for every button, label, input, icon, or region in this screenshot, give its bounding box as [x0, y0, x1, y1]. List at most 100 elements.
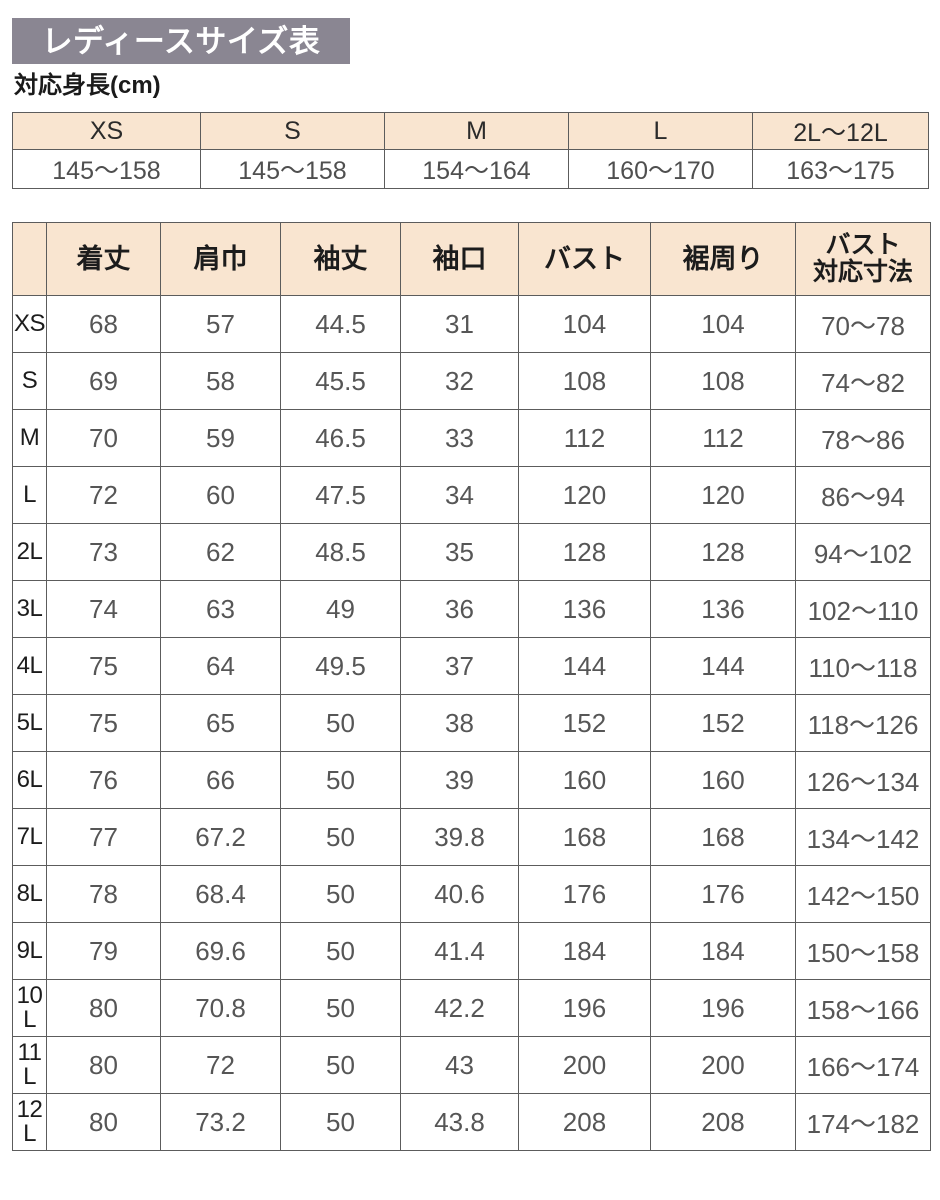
height-reference-table: XS S M L 2L〜12L 145〜158 145〜158 154〜164 …: [12, 112, 929, 189]
cell-bust: 208: [518, 1093, 651, 1151]
height-size-header: 2L〜12L: [752, 112, 929, 150]
cell-bust: 120: [518, 466, 651, 524]
row-header-size: 6L: [12, 751, 47, 809]
height-range-cell: 145〜158: [12, 149, 201, 189]
cell-bust: 168: [518, 808, 651, 866]
row-header-size: 10L: [12, 979, 47, 1037]
cell-bust: 176: [518, 865, 651, 923]
cell-shoulder-width: 72: [160, 1036, 281, 1094]
cell-bust: 200: [518, 1036, 651, 1094]
table-row: M 70 59 46.5 33 112 112 78〜86: [12, 409, 931, 467]
cell-body-length: 77: [46, 808, 161, 866]
cell-body-length: 80: [46, 1093, 161, 1151]
cell-sleeve-length: 50: [280, 1036, 401, 1094]
cell-bust: 196: [518, 979, 651, 1037]
cell-shoulder-width: 69.6: [160, 922, 281, 980]
cell-hem-circumference: 196: [650, 979, 796, 1037]
height-size-header: M: [384, 112, 569, 150]
table-corner-cell: [12, 222, 47, 296]
cell-sleeve-length: 50: [280, 1093, 401, 1151]
cell-cuff: 32: [400, 352, 519, 410]
cell-hem-circumference: 152: [650, 694, 796, 752]
column-header-cuff: 袖口: [400, 222, 519, 296]
table-row: 9L 79 69.6 50 41.4 184 184 150〜158: [12, 922, 931, 980]
cell-shoulder-width: 57: [160, 295, 281, 353]
cell-hem-circumference: 208: [650, 1093, 796, 1151]
cell-cuff: 43.8: [400, 1093, 519, 1151]
cell-sleeve-length: 49.5: [280, 637, 401, 695]
height-range-cell: 145〜158: [200, 149, 385, 189]
cell-shoulder-width: 73.2: [160, 1093, 281, 1151]
table-row: L 72 60 47.5 34 120 120 86〜94: [12, 466, 931, 524]
cell-shoulder-width: 67.2: [160, 808, 281, 866]
cell-bust-fit-range: 118〜126: [795, 694, 931, 752]
column-header-bust-fit-range: バスト 対応寸法: [795, 222, 931, 296]
table-row: XS 68 57 44.5 31 104 104 70〜78: [12, 295, 931, 353]
height-range-cell: 160〜170: [568, 149, 753, 189]
cell-body-length: 68: [46, 295, 161, 353]
cell-bust-fit-range: 78〜86: [795, 409, 931, 467]
cell-bust-fit-range: 142〜150: [795, 865, 931, 923]
cell-shoulder-width: 59: [160, 409, 281, 467]
cell-bust: 136: [518, 580, 651, 638]
height-size-header: S: [200, 112, 385, 150]
row-header-size: XS: [12, 295, 47, 353]
table-row: 7L 77 67.2 50 39.8 168 168 134〜142: [12, 808, 931, 866]
cell-shoulder-width: 62: [160, 523, 281, 581]
column-header-body-length: 着丈: [46, 222, 161, 296]
cell-bust-fit-range: 134〜142: [795, 808, 931, 866]
cell-cuff: 40.6: [400, 865, 519, 923]
cell-sleeve-length: 46.5: [280, 409, 401, 467]
cell-bust-fit-range: 70〜78: [795, 295, 931, 353]
cell-bust-fit-range: 166〜174: [795, 1036, 931, 1094]
cell-body-length: 78: [46, 865, 161, 923]
height-table-value-row: 145〜158 145〜158 154〜164 160〜170 163〜175: [12, 149, 929, 189]
height-section-label: 対応身長(cm): [14, 72, 161, 99]
cell-shoulder-width: 63: [160, 580, 281, 638]
cell-shoulder-width: 60: [160, 466, 281, 524]
row-header-size: 3L: [12, 580, 47, 638]
cell-shoulder-width: 64: [160, 637, 281, 695]
cell-body-length: 80: [46, 1036, 161, 1094]
cell-hem-circumference: 176: [650, 865, 796, 923]
cell-hem-circumference: 184: [650, 922, 796, 980]
cell-sleeve-length: 50: [280, 865, 401, 923]
column-header-sleeve-length: 袖丈: [280, 222, 401, 296]
cell-bust-fit-range: 174〜182: [795, 1093, 931, 1151]
cell-bust: 184: [518, 922, 651, 980]
cell-cuff: 43: [400, 1036, 519, 1094]
cell-sleeve-length: 50: [280, 808, 401, 866]
cell-shoulder-width: 68.4: [160, 865, 281, 923]
cell-cuff: 42.2: [400, 979, 519, 1037]
cell-bust: 108: [518, 352, 651, 410]
height-size-header: L: [568, 112, 753, 150]
cell-cuff: 33: [400, 409, 519, 467]
table-row: S 69 58 45.5 32 108 108 74〜82: [12, 352, 931, 410]
cell-bust: 104: [518, 295, 651, 353]
row-header-size: S: [12, 352, 47, 410]
cell-bust: 112: [518, 409, 651, 467]
cell-bust: 160: [518, 751, 651, 809]
page-title: レディースサイズ表: [41, 23, 321, 59]
row-header-size: 11L: [12, 1036, 47, 1094]
cell-body-length: 75: [46, 694, 161, 752]
table-row: 10L 80 70.8 50 42.2 196 196 158〜166: [12, 979, 931, 1037]
cell-hem-circumference: 112: [650, 409, 796, 467]
cell-cuff: 39: [400, 751, 519, 809]
cell-body-length: 75: [46, 637, 161, 695]
size-chart-title-banner: レディースサイズ表: [12, 18, 350, 64]
column-header-bust-fit-range-line2: 対応寸法: [812, 258, 913, 286]
cell-cuff: 38: [400, 694, 519, 752]
table-row: 4L 75 64 49.5 37 144 144 110〜118: [12, 637, 931, 695]
measurement-size-table: 着丈 肩巾 袖丈 袖口 バスト 裾周り バスト 対応寸法 XS 68 57 44…: [12, 222, 931, 1151]
row-header-size: L: [12, 466, 47, 524]
table-row: 12L 80 73.2 50 43.8 208 208 174〜182: [12, 1093, 931, 1151]
cell-shoulder-width: 58: [160, 352, 281, 410]
cell-hem-circumference: 136: [650, 580, 796, 638]
column-header-bust-fit-range-line1: バスト: [825, 230, 901, 259]
cell-sleeve-length: 47.5: [280, 466, 401, 524]
cell-body-length: 69: [46, 352, 161, 410]
cell-sleeve-length: 50: [280, 751, 401, 809]
cell-sleeve-length: 49: [280, 580, 401, 638]
cell-shoulder-width: 70.8: [160, 979, 281, 1037]
